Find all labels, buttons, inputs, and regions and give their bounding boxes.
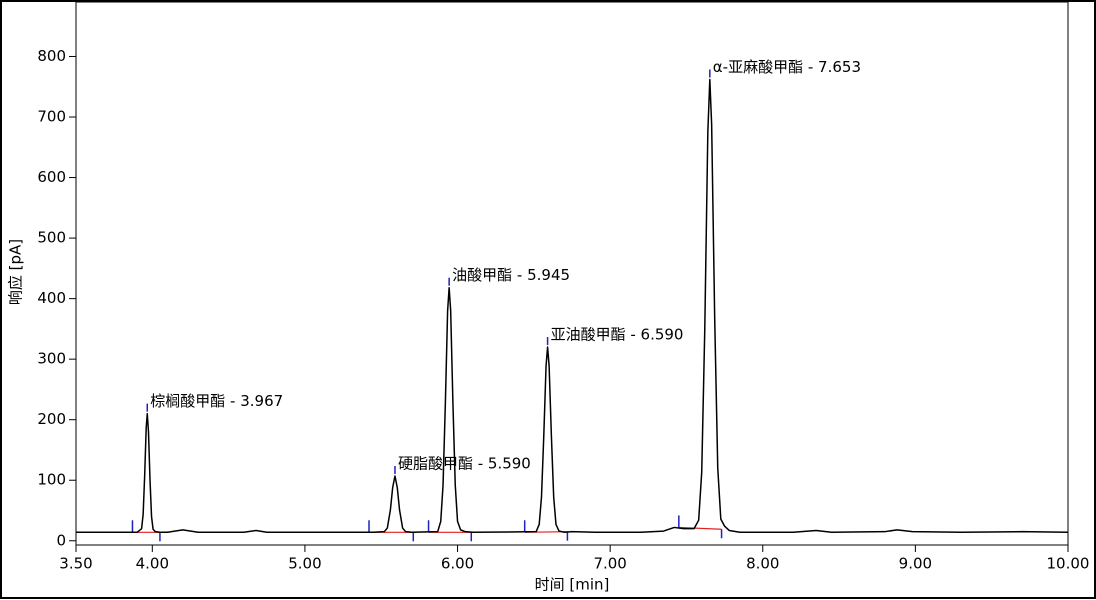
integration-baseline xyxy=(678,526,722,530)
x-tick-label: 10.00 xyxy=(1047,555,1090,573)
peak-label: 硬脂酸甲酯 - 5.590 xyxy=(398,454,531,472)
x-tick-label: 9.00 xyxy=(899,555,932,573)
peak-label: α-亚麻酸甲酯 - 7.653 xyxy=(713,58,861,76)
x-tick-label: 5.00 xyxy=(288,555,321,573)
peak-label: 亚油酸甲酯 - 6.590 xyxy=(551,326,684,344)
y-tick-label: 600 xyxy=(37,168,66,186)
x-tick-label: 8.00 xyxy=(746,555,779,573)
y-tick-label: 400 xyxy=(37,289,66,307)
y-tick-label: 300 xyxy=(37,350,66,368)
peak-label: 棕榈酸甲酯 - 3.967 xyxy=(150,392,283,410)
y-tick-label: 800 xyxy=(37,47,66,65)
y-tick-label: 700 xyxy=(37,108,66,126)
x-tick-label: 7.00 xyxy=(593,555,626,573)
y-axis-label: 响应 [pA] xyxy=(7,239,25,305)
chromatogram-trace xyxy=(76,78,1069,534)
x-axis-label: 时间 [min] xyxy=(535,576,610,594)
y-tick-label: 200 xyxy=(37,410,66,428)
peak-label: 油酸甲酯 - 5.945 xyxy=(452,266,570,284)
y-tick-label: 100 xyxy=(37,471,66,489)
x-tick-label: 3.50 xyxy=(59,555,92,573)
x-tick-label: 4.00 xyxy=(136,555,169,573)
plot-area xyxy=(75,1,1069,546)
y-tick-label: 500 xyxy=(37,229,66,247)
y-tick-label: 0 xyxy=(56,531,66,549)
x-tick-label: 6.00 xyxy=(441,555,474,573)
